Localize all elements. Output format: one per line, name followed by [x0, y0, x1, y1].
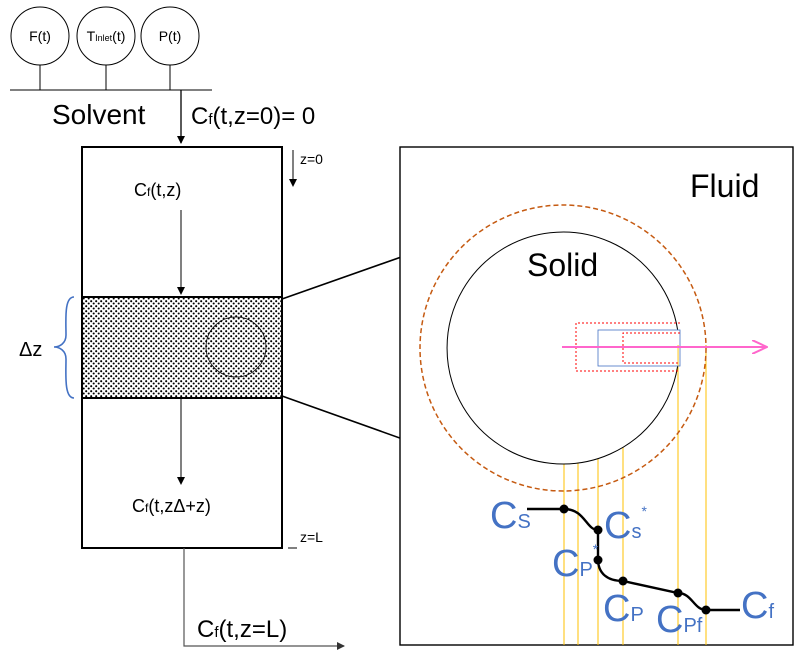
particle-highlight — [205, 316, 267, 378]
fluid-label: Fluid — [690, 168, 759, 204]
sensor-flow: F(t) — [10, 6, 70, 66]
cp-label: CP — [603, 588, 644, 630]
solid-label: Solid — [527, 247, 598, 283]
sensor-pressure: P(t) — [140, 6, 200, 66]
cp-star-label: CP* — [552, 541, 599, 585]
sensor-flow-label: F(t) — [29, 28, 51, 44]
sensor-bus — [10, 65, 212, 91]
concentration-profile — [527, 507, 740, 612]
cf-top-label: Cf(t,z) — [134, 180, 181, 200]
delta-z-label: Δz — [19, 339, 42, 361]
sensor-temperature-label: TInlet(t) — [87, 28, 126, 44]
bed-slice — [81, 296, 283, 399]
sensor-temperature: TInlet(t) — [76, 6, 136, 66]
profile-points — [559, 504, 711, 615]
sensor-pressure-label: P(t) — [159, 28, 182, 44]
cpf-label: CPf — [656, 599, 703, 641]
cf-bottom-label: Cf(t,zΔ+z) — [132, 496, 211, 516]
z0-label: z=0 — [300, 151, 323, 167]
zL-label: z=L — [300, 529, 323, 545]
outlet-concentration-label: Cf(t,z=L) — [197, 616, 287, 643]
outlet-line — [183, 548, 345, 650]
inlet-concentration-label: Cf(t,z=0)= 0 — [191, 103, 315, 130]
delta-z-brace — [53, 296, 75, 399]
cs-star-label: Cs* — [604, 503, 647, 547]
cs-label: CS — [490, 495, 531, 537]
cf-label: Cf — [741, 585, 774, 627]
solvent-label: Solvent — [52, 99, 146, 130]
